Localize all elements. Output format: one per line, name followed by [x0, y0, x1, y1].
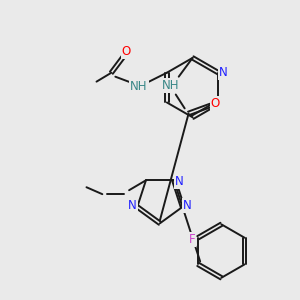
Text: NH: NH: [162, 79, 180, 92]
Text: F: F: [189, 233, 196, 246]
Text: N: N: [219, 66, 228, 79]
Text: O: O: [211, 97, 220, 110]
Text: NH: NH: [130, 80, 148, 93]
Text: O: O: [122, 45, 131, 58]
Text: N: N: [175, 175, 183, 188]
Text: N: N: [183, 200, 192, 212]
Text: N: N: [128, 200, 137, 212]
